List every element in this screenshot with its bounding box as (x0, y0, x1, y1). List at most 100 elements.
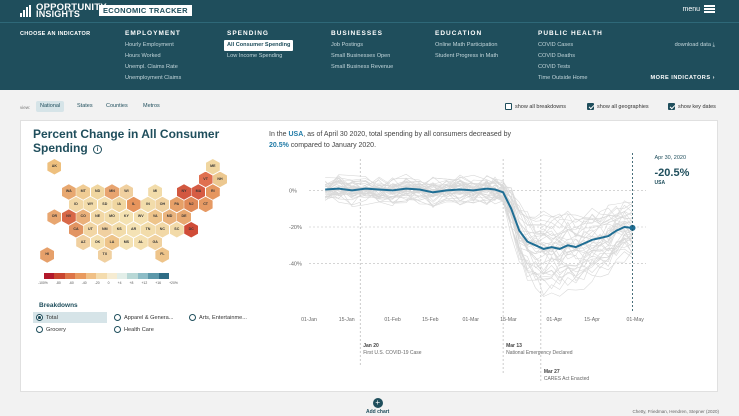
state-hex[interactable]: PA (169, 196, 184, 213)
state-hex[interactable]: CO (76, 209, 91, 225)
state-hex[interactable]: OR (47, 209, 62, 225)
view-option-label: show key dates (678, 103, 716, 110)
x-tick-label: 15-Apr (584, 317, 600, 323)
state-hex[interactable]: AL (133, 234, 148, 251)
state-hex[interactable]: WV (133, 209, 148, 225)
state-hex[interactable]: ME (205, 159, 220, 175)
state-hex[interactable]: TN (141, 222, 155, 238)
nav-item[interactable]: Hourly Employment (125, 42, 174, 48)
logo[interactable]: OPPORTUNITY INSIGHTS (20, 3, 107, 19)
breakdown-option[interactable]: Apparel & Genera... (111, 312, 191, 323)
view-tab[interactable]: States (77, 103, 93, 109)
state-hex[interactable]: AK (47, 159, 62, 175)
state-hex[interactable]: TX (97, 247, 112, 263)
state-hex[interactable]: NJ (184, 196, 199, 213)
state-hex[interactable]: AZ (76, 234, 91, 251)
state-hex[interactable]: VT (198, 171, 213, 188)
nav-item[interactable]: Hours Worked (125, 53, 161, 59)
state-hex[interactable]: CT (198, 196, 213, 213)
state-hex[interactable]: OK (90, 234, 105, 251)
state-hex[interactable]: SD (97, 196, 112, 213)
breakdown-option[interactable]: Arts, Entertainme... (186, 312, 266, 323)
state-hex[interactable]: ND (90, 184, 105, 200)
view-option-checkbox[interactable]: show key dates (668, 103, 716, 110)
breakdown-option[interactable]: Health Care (111, 324, 191, 335)
state-hex[interactable]: CA (69, 222, 83, 238)
state-hex[interactable]: HI (40, 247, 55, 263)
state-hex[interactable]: MO (105, 209, 119, 225)
state-hex[interactable]: MA (191, 184, 206, 200)
nav-heading: EDUCATION (435, 30, 483, 37)
nav-item[interactable]: Online Math Participation (435, 42, 498, 48)
background-series-line (325, 176, 633, 227)
info-icon[interactable]: i (93, 145, 103, 154)
legend-swatch (54, 273, 65, 279)
state-hex[interactable]: WA (61, 184, 76, 200)
state-hex[interactable]: RI (205, 184, 220, 200)
legend-tick: -20 (94, 281, 100, 285)
state-hex[interactable]: IN (141, 196, 155, 213)
state-hex[interactable]: NM (97, 222, 112, 238)
nav-item[interactable]: All Consumer Spending (224, 40, 294, 51)
view-bar: view: National States Counties Metros show … (0, 98, 739, 118)
state-hex[interactable]: MD (162, 209, 177, 225)
state-hex[interactable]: MT (76, 184, 91, 200)
view-option-checkbox[interactable]: show all breakdowns (505, 103, 566, 110)
x-tick-label: 01-May (627, 317, 645, 323)
nav-item[interactable]: Low Income Spending (227, 53, 283, 59)
state-hex[interactable]: OH (155, 196, 170, 213)
state-hex[interactable]: NV (61, 209, 76, 225)
more-indicators-button[interactable]: MORE INDICATORS › (650, 75, 715, 81)
state-hex[interactable]: DE (177, 209, 191, 225)
state-hex[interactable]: GA (148, 234, 163, 251)
nav-item[interactable]: Unempl. Claims Rate (125, 64, 178, 70)
background-series-line (325, 184, 633, 276)
nav-item[interactable]: COVID Deaths (538, 53, 575, 59)
view-tab[interactable]: Counties (106, 103, 128, 109)
state-hex[interactable]: MI (148, 184, 163, 200)
state-hex[interactable]: FL (155, 247, 170, 263)
legend-tick: +16 (155, 281, 162, 285)
add-chart-button[interactable]: + Add chart (366, 398, 390, 415)
state-hex[interactable]: MN (105, 184, 119, 200)
nav-item[interactable]: Unemployment Claims (125, 75, 182, 81)
nav-column: SPENDING All Consumer Spending Low Income … (224, 30, 294, 62)
view-tab[interactable]: Metros (143, 103, 160, 109)
state-hex[interactable]: SC (169, 222, 184, 238)
nav-item[interactable]: Student Progress in Math (435, 53, 499, 59)
nav-item[interactable]: Small Business Revenue (331, 64, 394, 70)
state-hex[interactable]: KS (112, 222, 127, 238)
state-hex[interactable]: VA (148, 209, 163, 225)
state-hex[interactable]: WY (83, 196, 98, 213)
state-hex[interactable]: KY (119, 209, 134, 225)
state-hex[interactable]: NE (90, 209, 105, 225)
state-hex[interactable]: NY (177, 184, 191, 200)
nav-item[interactable]: COVID Tests (538, 64, 571, 70)
state-hex[interactable]: WI (119, 184, 134, 200)
state-hex[interactable]: LA (105, 234, 119, 251)
nav-item[interactable]: Time Outside Home (538, 75, 588, 81)
state-hex[interactable]: AR (126, 222, 141, 238)
state-hex[interactable]: ID (69, 196, 83, 213)
menu-button[interactable]: menu (682, 5, 715, 13)
nav-item[interactable]: COVID Cases (538, 42, 574, 48)
nav-item[interactable]: Small Businesses Open (331, 53, 391, 59)
callout-value: -20.5% (655, 167, 690, 179)
state-hex[interactable]: IA (112, 196, 127, 213)
legend-swatch (85, 273, 97, 279)
breakdown-option[interactable]: Grocery (33, 324, 107, 335)
download-data-link[interactable]: download data ⤓ (674, 42, 715, 48)
state-hex[interactable]: DC (184, 222, 199, 238)
radio-icon (36, 314, 43, 321)
state-hex[interactable]: NC (155, 222, 170, 238)
state-hex[interactable]: IL (126, 196, 141, 213)
breakdown-option[interactable]: Total (33, 312, 107, 323)
state-hex[interactable]: NH (213, 171, 227, 188)
choose-indicator-label: CHOOSE AN INDICATOR (20, 31, 91, 37)
state-hex[interactable]: MS (119, 234, 134, 251)
view-tab[interactable]: National (36, 101, 65, 112)
state-hex[interactable]: UT (83, 222, 98, 238)
nav-item[interactable]: Job Postings (331, 42, 364, 48)
breakdown-label: Apparel & Genera... (124, 314, 174, 321)
view-option-checkbox[interactable]: show all geographies (587, 103, 649, 110)
